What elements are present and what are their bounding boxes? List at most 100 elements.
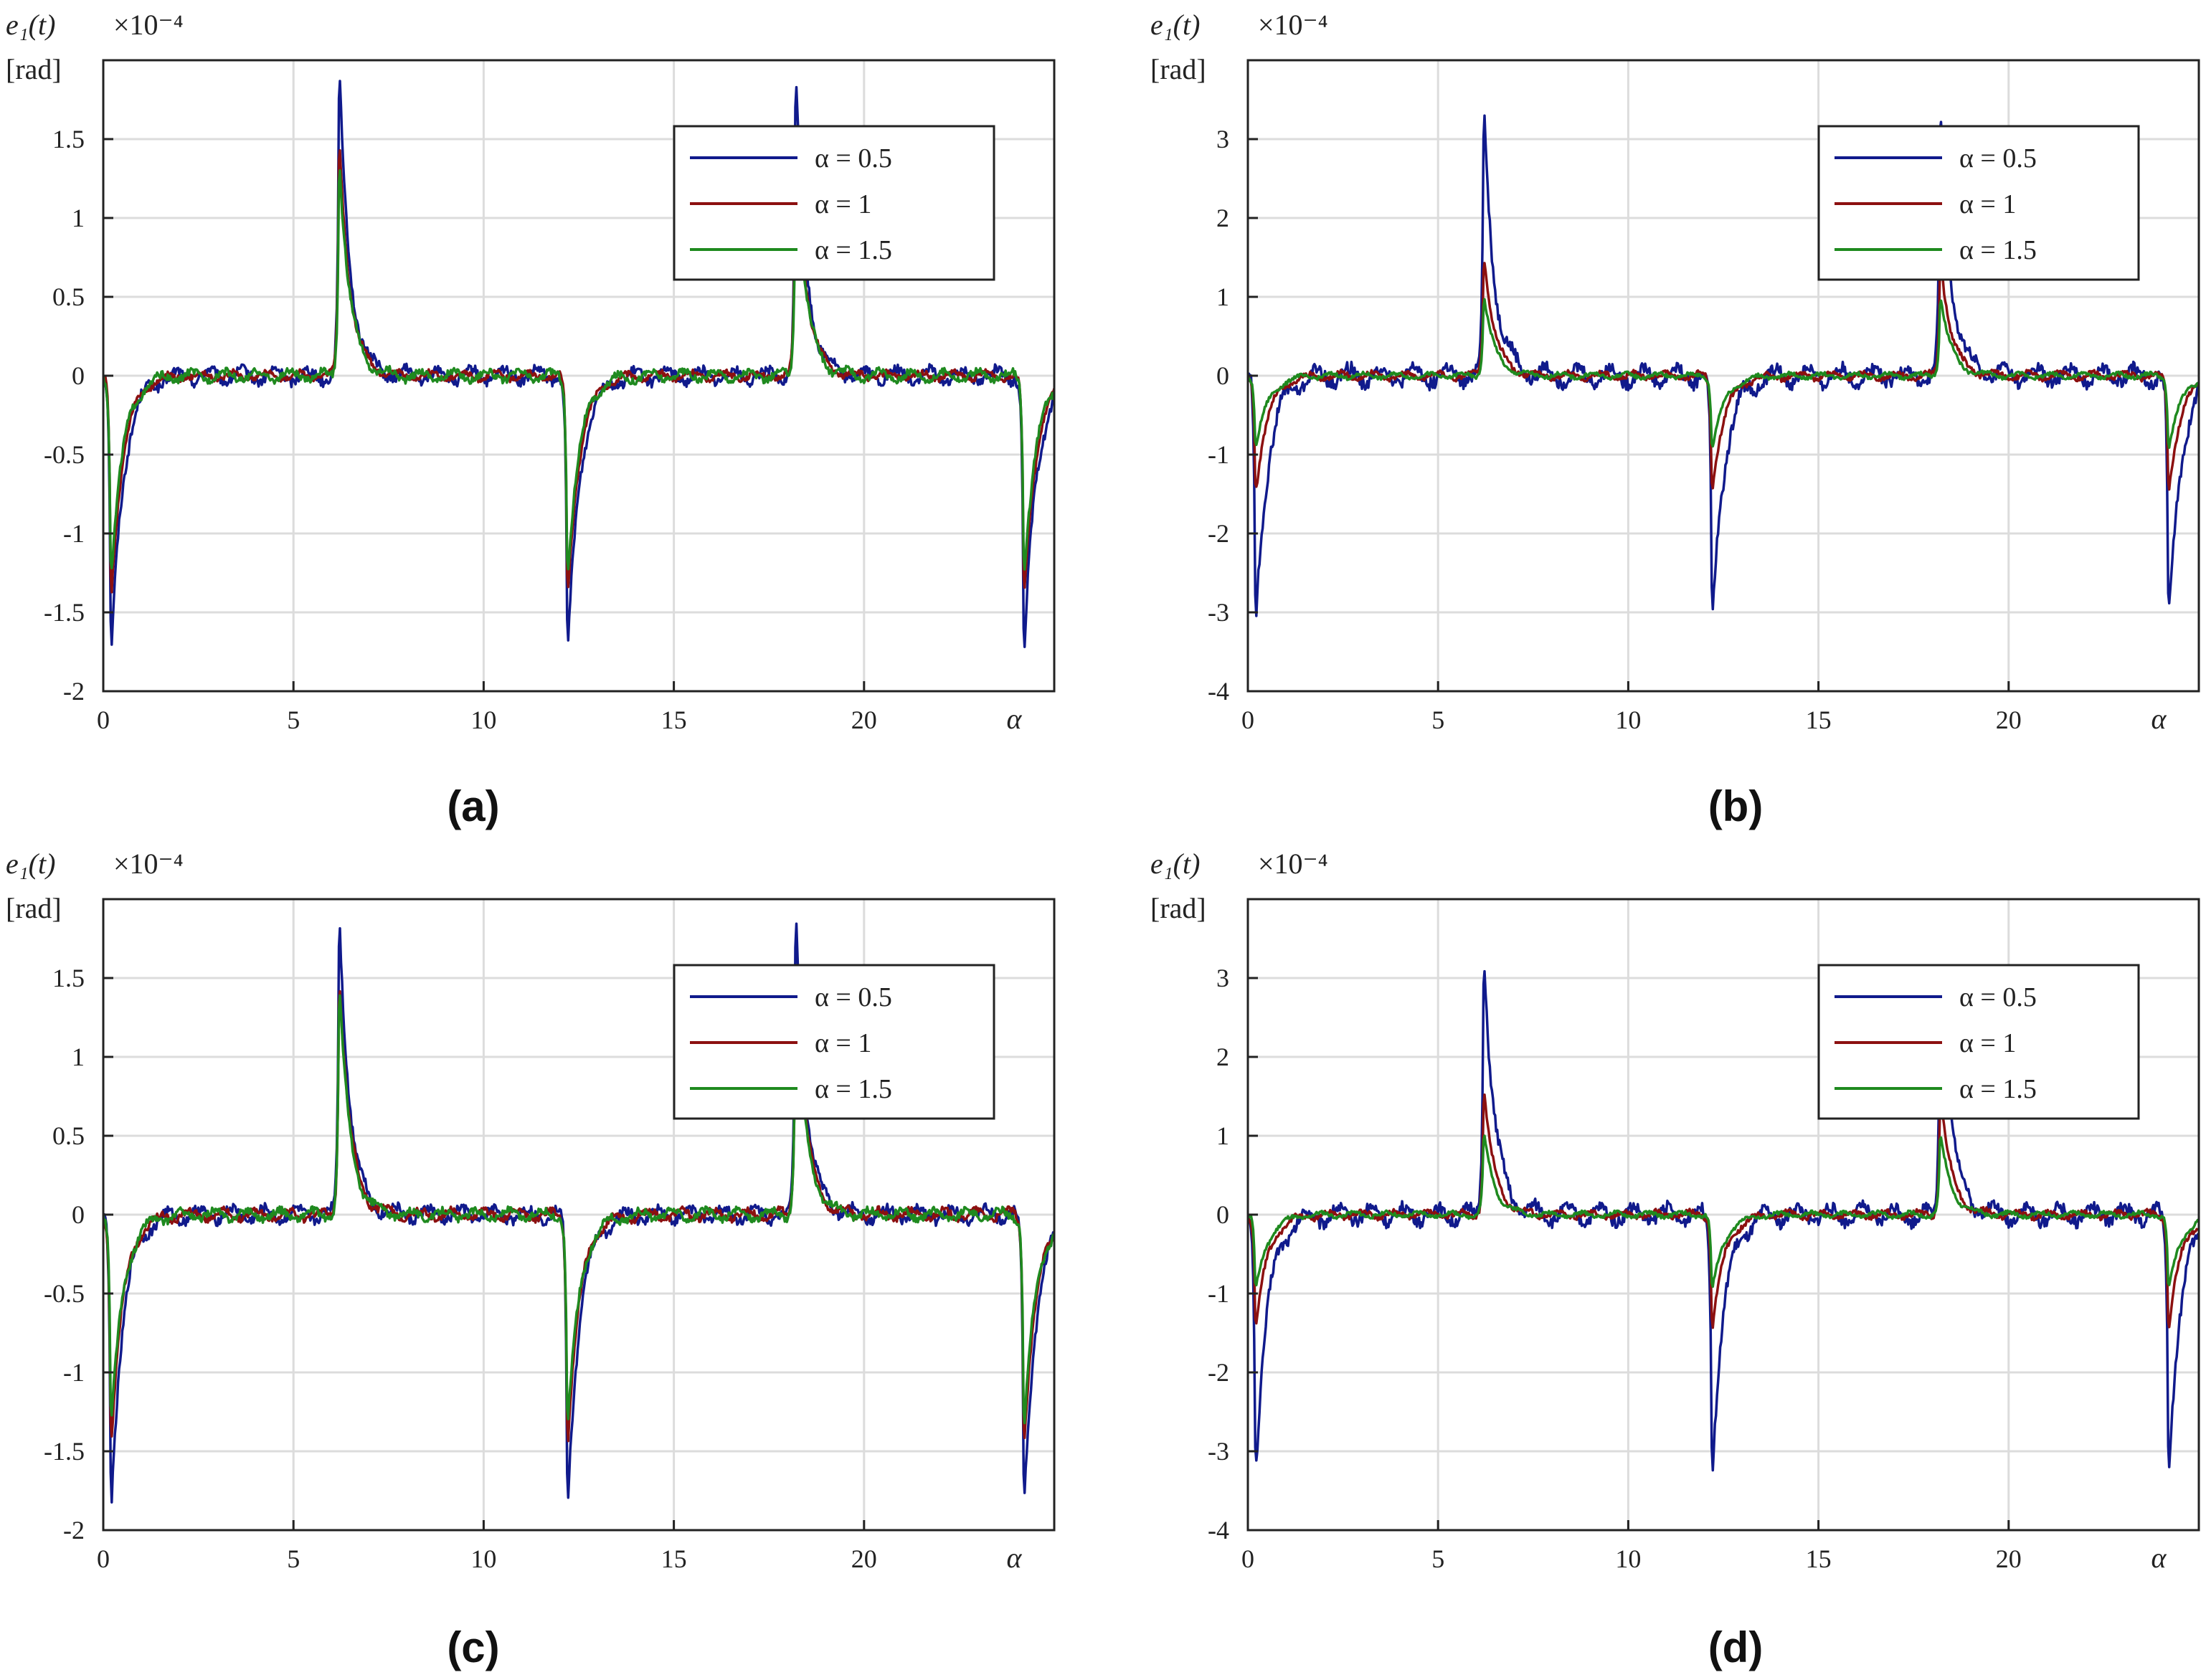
x-tick-label: 0 <box>97 1544 110 1573</box>
y-tick-label: -2 <box>63 677 85 706</box>
exponent-label: ×10⁻⁴ <box>1258 9 1328 41</box>
y-axis-label: e₁(t) <box>1150 848 1200 880</box>
y-tick-label: -2 <box>1208 519 1229 548</box>
legend-entry: α = 0.5 <box>1959 143 2037 174</box>
x-tick-label: 20 <box>851 706 877 734</box>
x-tick-label: 15 <box>661 1544 687 1573</box>
panel-label: (a) <box>447 782 499 830</box>
x-axis-label: α <box>1007 1542 1023 1574</box>
x-axis-label: α <box>2151 1542 2167 1574</box>
y-tick-label: -0.5 <box>44 440 85 469</box>
exponent-label: ×10⁻⁴ <box>113 848 184 880</box>
y-tick-label: 0 <box>1216 1200 1229 1229</box>
y-tick-label: -2 <box>1208 1358 1229 1387</box>
y-unit-label: [rad] <box>6 892 62 924</box>
x-tick-label: 5 <box>1431 706 1444 734</box>
legend-entry: α = 1 <box>1959 1028 2016 1058</box>
legend-entry: α = 1 <box>815 1028 871 1058</box>
y-tick-label: 1.5 <box>52 125 85 153</box>
y-tick-label: 3 <box>1216 125 1229 153</box>
panel-label: (c) <box>447 1623 499 1671</box>
legend: α = 0.5 α = 1 α = 1.5 <box>1817 125 2140 281</box>
y-tick-label: 1 <box>72 1043 85 1071</box>
legend-entry: α = 1.5 <box>815 235 892 265</box>
legend-entry: α = 0.5 <box>815 143 892 174</box>
series-line-0 <box>103 80 1054 648</box>
y-tick-label: 2 <box>1216 1043 1229 1071</box>
y-tick-label: -1 <box>63 1358 85 1387</box>
x-tick-label: 15 <box>1806 706 1832 734</box>
y-tick-label: 0 <box>72 361 85 390</box>
y-tick-label: 2 <box>1216 204 1229 232</box>
y-unit-label: [rad] <box>6 53 62 85</box>
x-tick-label: 10 <box>1615 1544 1641 1573</box>
legend: α = 0.5 α = 1 α = 1.5 <box>1817 964 2140 1120</box>
series-line-0 <box>1248 114 2199 617</box>
x-tick-label: 20 <box>851 1544 877 1573</box>
x-tick-label: 15 <box>1806 1544 1832 1573</box>
legend-entry: α = 1.5 <box>1959 235 2037 265</box>
y-tick-label: -4 <box>1208 1516 1229 1544</box>
y-tick-label: 1 <box>72 204 85 232</box>
exponent-label: ×10⁻⁴ <box>1258 848 1328 880</box>
chart-panel-d: 0 5 10 15 20 -4 -3 -2 -1 0 1 2 3 α e₁(t) [rad] ×10⁻⁴ α = … <box>1150 848 2200 1671</box>
y-tick-label: -1 <box>63 519 85 548</box>
y-tick-label: -1.5 <box>44 598 85 627</box>
y-tick-label: -1 <box>1208 1279 1229 1308</box>
legend-entry: α = 0.5 <box>815 982 892 1012</box>
legend-box <box>1817 964 2140 1120</box>
legend-entry: α = 0.5 <box>1959 982 2037 1012</box>
y-unit-label: [rad] <box>1150 892 1206 924</box>
x-tick-label: 0 <box>1241 1544 1254 1573</box>
y-tick-label: 0 <box>1216 361 1229 390</box>
legend-entry: α = 1 <box>1959 189 2016 219</box>
series-line-1 <box>1248 258 2199 491</box>
x-tick-label: 5 <box>287 1544 300 1573</box>
y-tick-label: 1.5 <box>52 964 85 992</box>
panel-label: (b) <box>1708 782 1764 830</box>
legend-entry: α = 1.5 <box>815 1074 892 1104</box>
y-tick-label: -2 <box>63 1516 85 1544</box>
legend-entry: α = 1 <box>815 189 871 219</box>
legend: α = 0.5 α = 1 α = 1.5 <box>673 125 995 281</box>
x-tick-label: 20 <box>1996 706 2022 734</box>
exponent-label: ×10⁻⁴ <box>113 9 184 41</box>
y-tick-label: -1.5 <box>44 1437 85 1466</box>
x-tick-label: 15 <box>661 706 687 734</box>
x-tick-label: 0 <box>97 706 110 734</box>
chart-panel-a: 0 5 10 15 20 -2 -1.5 -1 -0.5 0 0.5 1 1.5 α e₁(t) [rad] ×… <box>6 9 1056 830</box>
series-line-0 <box>1248 967 2199 1472</box>
legend-entry: α = 1.5 <box>1959 1074 2037 1104</box>
y-tick-label: -1 <box>1208 440 1229 469</box>
x-tick-label: 10 <box>470 706 496 734</box>
y-tick-label: 3 <box>1216 964 1229 992</box>
y-tick-label: 0.5 <box>52 283 85 311</box>
series-line-2 <box>103 994 1054 1425</box>
x-axis-label: α <box>2151 703 2167 735</box>
y-tick-label: -3 <box>1208 598 1229 627</box>
y-tick-label: -3 <box>1208 1437 1229 1466</box>
y-tick-label: 1 <box>1216 1121 1229 1150</box>
x-axis-label: α <box>1007 703 1023 735</box>
legend: α = 0.5 α = 1 α = 1.5 <box>673 964 995 1120</box>
y-axis-label: e₁(t) <box>1150 9 1200 41</box>
chart-panel-b: 0 5 10 15 20 -4 -3 -2 -1 0 1 2 3 α e₁(t) [rad] ×10⁻⁴ α = … <box>1150 9 2200 830</box>
series-line-2 <box>103 169 1054 571</box>
series-line-2 <box>1248 1134 2199 1289</box>
x-tick-label: 5 <box>1431 1544 1444 1573</box>
x-tick-label: 20 <box>1996 1544 2022 1573</box>
panel-label: (d) <box>1708 1623 1764 1671</box>
y-axis-label: e₁(t) <box>6 848 55 880</box>
x-tick-label: 0 <box>1241 706 1254 734</box>
x-tick-label: 10 <box>1615 706 1641 734</box>
y-axis-label: e₁(t) <box>6 9 55 41</box>
x-tick-label: 5 <box>287 706 300 734</box>
y-unit-label: [rad] <box>1150 53 1206 85</box>
series-line-2 <box>1248 298 2199 450</box>
y-tick-label: 1 <box>1216 283 1229 311</box>
y-tick-label: 0.5 <box>52 1121 85 1150</box>
y-tick-label: 0 <box>72 1200 85 1229</box>
chart-panel-c: 0 5 10 15 20 -2 -1.5 -1 -0.5 0 0.5 1 1.5 α e₁(t) [rad] ×… <box>6 848 1056 1671</box>
y-tick-label: -0.5 <box>44 1279 85 1308</box>
